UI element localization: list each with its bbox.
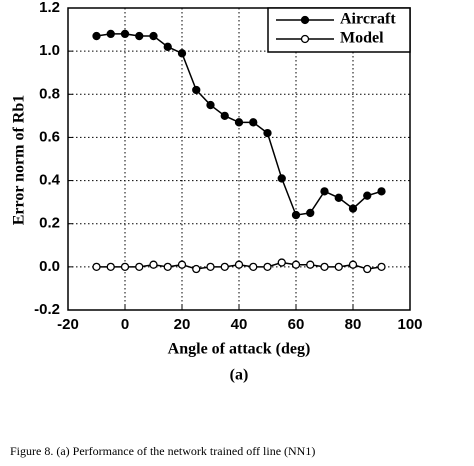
marker [320,262,329,272]
marker [206,262,215,272]
x-tick-label: 80 [345,316,362,333]
marker [149,260,158,269]
legend-box [267,7,411,53]
marker [320,187,329,196]
y-tick-label: 0.0 [39,258,60,275]
x-tick-label: 40 [231,316,248,333]
marker [334,193,343,202]
marker [106,29,115,39]
x-tick-label: 0 [121,316,129,333]
y-tick-label: 0.4 [39,172,61,189]
y-tick-label: -0.2 [34,301,60,318]
marker [291,260,301,269]
marker [192,264,201,274]
marker [92,31,101,41]
marker [177,260,187,269]
y-tick-label: 0.2 [39,215,60,232]
marker [163,262,172,272]
legend-marker [300,34,310,44]
y-tick-label: 0.6 [39,128,60,145]
marker [206,100,215,110]
marker [277,258,286,267]
marker [348,204,358,213]
marker [263,262,272,272]
marker [377,262,386,272]
caption: Figure 8. (a) Performance of the network… [10,444,315,458]
y-tick-label: 1.2 [39,0,60,16]
marker [234,118,244,127]
x-tick-label: 20 [174,316,191,333]
marker [306,208,315,218]
marker [363,191,372,200]
marker [135,262,144,272]
marker [277,174,286,183]
marker [92,262,101,272]
marker [149,31,158,41]
marker [249,262,258,272]
x-axis-label: Angle of attack (deg) [168,341,311,358]
y-axis-label: Error norm of Rb1 [11,95,28,226]
marker [220,111,229,121]
marker [106,262,115,272]
marker [249,118,258,127]
marker [163,42,172,51]
x-tick-label: -20 [57,316,79,333]
legend-label: Model [340,30,384,47]
marker [263,128,272,138]
legend-label: Aircraft [340,11,396,28]
x-tick-label: 60 [288,316,305,333]
marker [363,264,372,274]
marker [234,260,244,269]
marker [220,262,229,272]
y-tick-label: 0.8 [39,85,60,102]
marker [120,29,130,39]
legend-marker [300,15,310,25]
marker [177,49,187,58]
marker [120,262,130,272]
marker [348,260,358,269]
marker [306,260,315,269]
y-tick-label: 1.0 [39,42,60,59]
marker [135,31,144,41]
marker [192,85,201,95]
marker [291,210,301,220]
x-tick-label: 100 [397,316,422,333]
marker [377,187,386,196]
panel-label: (a) [230,367,249,384]
plot-frame [67,7,411,311]
marker [334,262,343,272]
